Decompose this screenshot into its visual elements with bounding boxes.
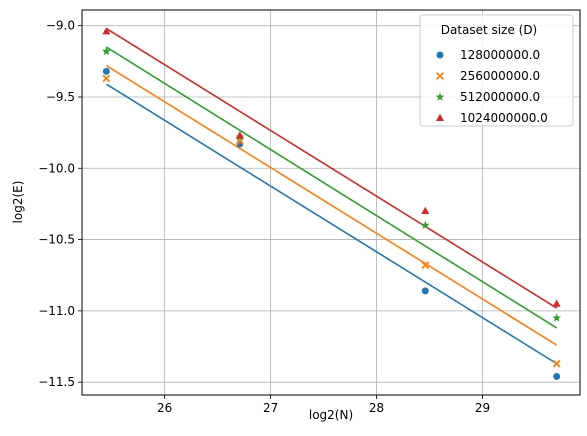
legend-title: Dataset size (D) bbox=[441, 23, 538, 37]
data-point-series-3 bbox=[102, 46, 111, 56]
data-points bbox=[102, 27, 562, 380]
legend-label: 1024000000.0 bbox=[460, 111, 548, 125]
y-tick-label: −10.0 bbox=[38, 161, 75, 175]
plot-frame bbox=[81, 9, 581, 396]
x-axis-label: log2(N) bbox=[309, 408, 353, 422]
legend-marker-3 bbox=[435, 92, 445, 101]
x-tick-label: 29 bbox=[475, 401, 490, 415]
legend-marker-2 bbox=[436, 72, 444, 80]
y-tick-label: −11.5 bbox=[38, 375, 75, 389]
y-axis-label: log2(E) bbox=[11, 181, 25, 224]
x-tick-label: 27 bbox=[263, 401, 278, 415]
data-point-series-2 bbox=[421, 261, 430, 270]
y-tick-label: −11.0 bbox=[38, 304, 75, 318]
legend-label: 256000000.0 bbox=[460, 69, 540, 83]
y-tick-label: −9.5 bbox=[46, 90, 75, 104]
data-point-series-3 bbox=[552, 313, 562, 322]
data-point-series-1 bbox=[553, 372, 561, 380]
legend: Dataset size (D) 128000000.0 256000000.0 5… bbox=[419, 14, 574, 127]
fit-line-2 bbox=[105, 64, 558, 346]
fit-line-1 bbox=[105, 83, 558, 365]
legend-marker-4 bbox=[436, 113, 444, 121]
x-tick-label: 28 bbox=[369, 401, 384, 415]
axis-ticks: 26 27 28 29 −11.5 −11.0 −10.5 −10.0 −9.5 −9.0 bbox=[38, 19, 490, 415]
data-point-series-4 bbox=[421, 206, 430, 215]
fit-lines bbox=[105, 27, 558, 365]
data-point-series-1 bbox=[102, 67, 110, 75]
data-point-series-4 bbox=[552, 299, 561, 307]
data-point-series-4 bbox=[102, 27, 111, 35]
data-point-series-4 bbox=[235, 131, 244, 139]
y-tick-label: −10.5 bbox=[38, 233, 75, 247]
legend-label: 128000000.0 bbox=[460, 48, 540, 62]
y-tick-label: −9.0 bbox=[46, 19, 75, 33]
legend-frame bbox=[419, 14, 574, 127]
data-point-series-2 bbox=[552, 359, 561, 368]
data-point-series-2 bbox=[102, 74, 111, 83]
data-point-series-1 bbox=[421, 287, 429, 295]
legend-marker-1 bbox=[436, 51, 444, 59]
fit-line-4 bbox=[105, 27, 558, 309]
legend-items: 128000000.0 256000000.0 512000000.0 1024000… bbox=[435, 48, 548, 125]
x-tick-label: 26 bbox=[157, 401, 172, 415]
fit-line-3 bbox=[105, 46, 558, 329]
legend-label: 512000000.0 bbox=[460, 90, 540, 104]
data-point-series-3 bbox=[420, 220, 430, 230]
